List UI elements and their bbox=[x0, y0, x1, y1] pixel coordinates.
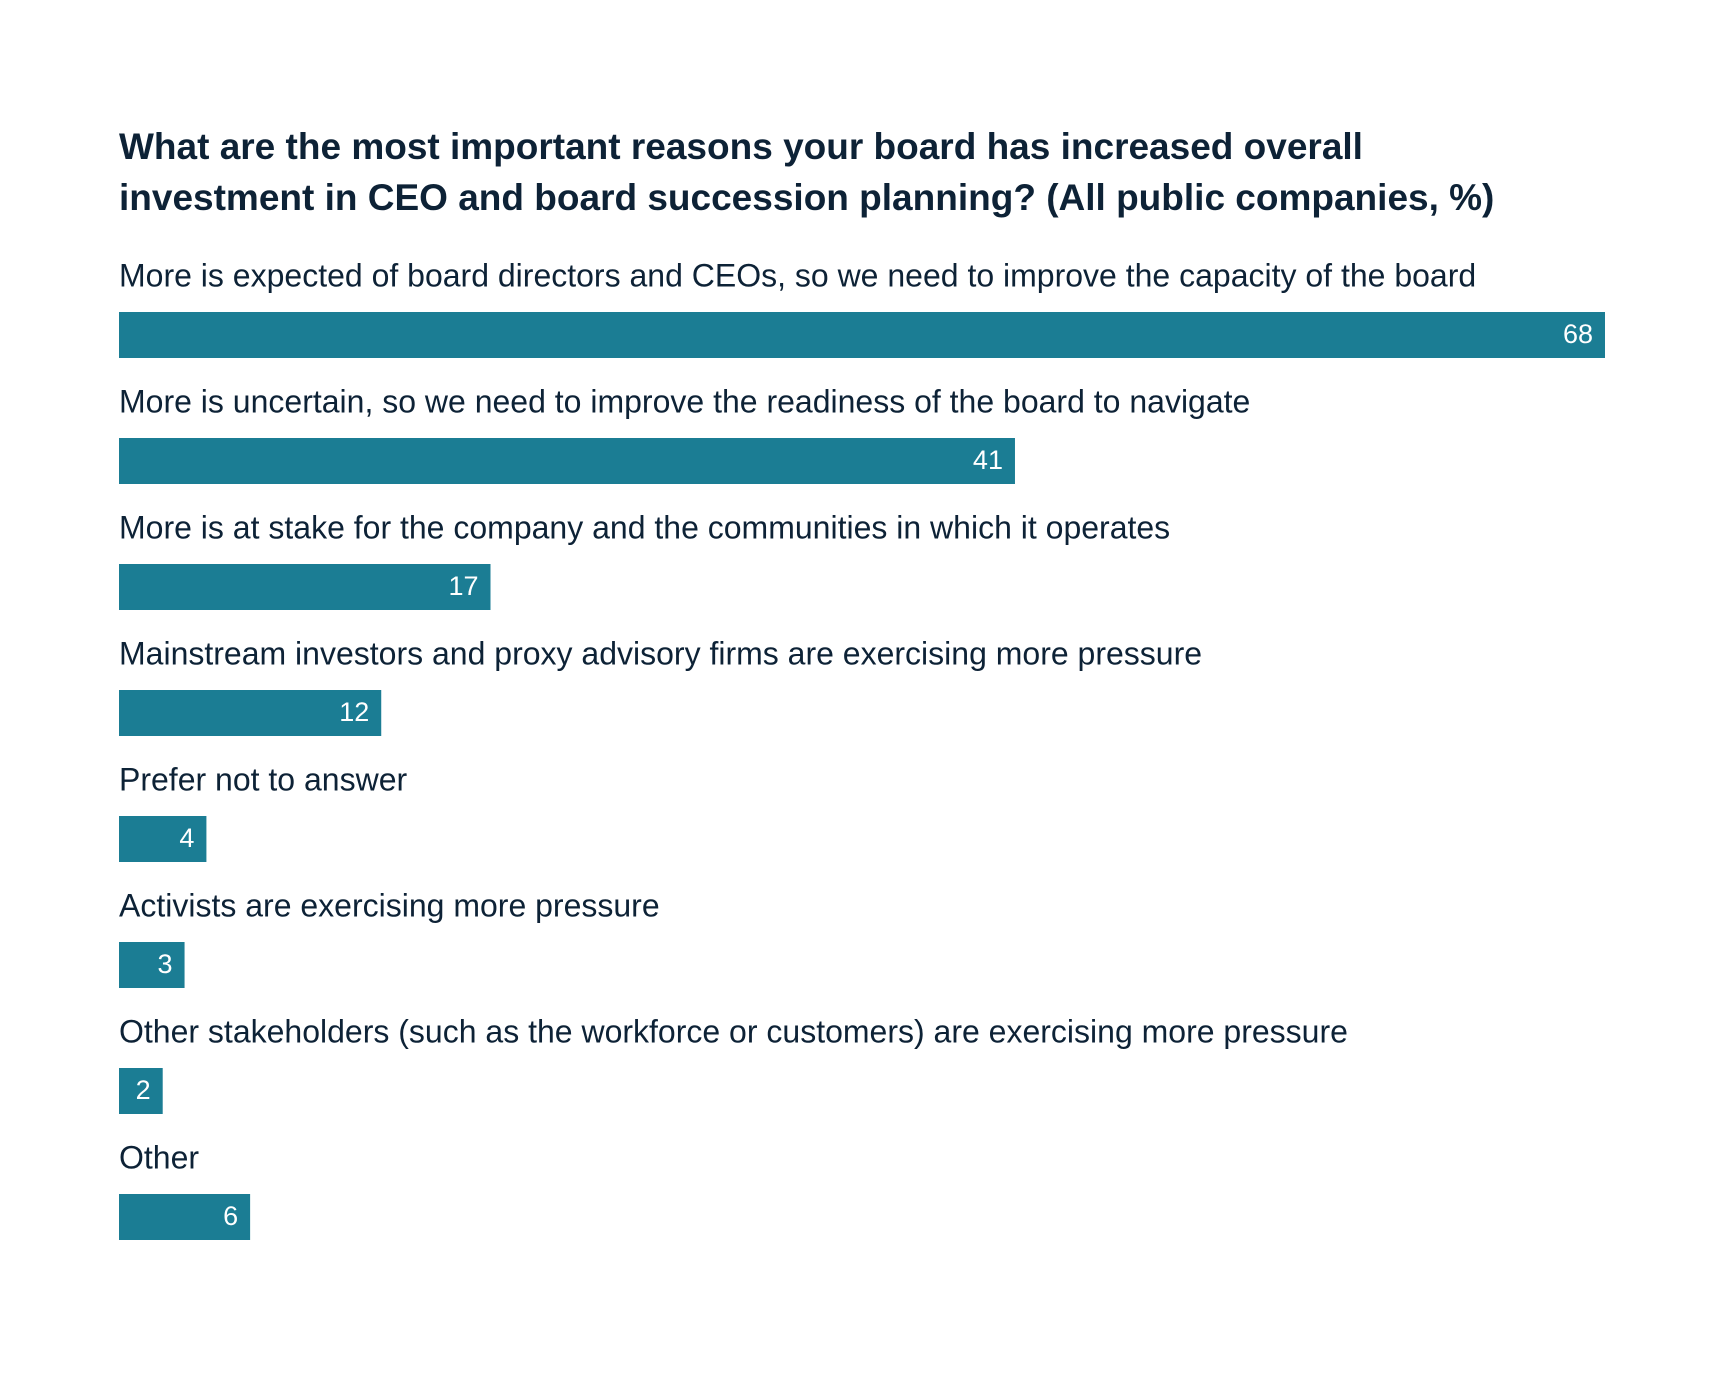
value-label: 3 bbox=[158, 949, 173, 979]
value-label: 2 bbox=[136, 1075, 151, 1105]
category-label: Prefer not to answer bbox=[119, 761, 407, 797]
category-label: More is uncertain, so we need to improve… bbox=[119, 383, 1250, 419]
bar bbox=[119, 438, 1015, 484]
category-label: More is at stake for the company and the… bbox=[119, 509, 1170, 545]
bar bbox=[119, 690, 382, 736]
category-label: Other bbox=[119, 1139, 199, 1175]
category-label: Activists are exercising more pressure bbox=[119, 887, 660, 923]
category-label: More is expected of board directors and … bbox=[119, 257, 1476, 293]
bar bbox=[119, 1068, 163, 1114]
bar bbox=[119, 1194, 251, 1240]
chart-title: What are the most important reasons your… bbox=[119, 126, 1363, 167]
value-label: 68 bbox=[1563, 319, 1593, 349]
value-label: 17 bbox=[448, 571, 478, 601]
value-label: 12 bbox=[339, 697, 369, 727]
value-label: 41 bbox=[973, 445, 1003, 475]
bar bbox=[119, 816, 207, 862]
bar bbox=[119, 564, 491, 610]
category-label: Other stakeholders (such as the workforc… bbox=[119, 1013, 1348, 1049]
bar bbox=[119, 942, 185, 988]
category-label: Mainstream investors and proxy advisory … bbox=[119, 635, 1202, 671]
value-label: 4 bbox=[179, 823, 194, 853]
chart-title: investment in CEO and board succession p… bbox=[119, 177, 1494, 218]
bar bbox=[119, 312, 1605, 358]
value-label: 6 bbox=[223, 1201, 238, 1231]
